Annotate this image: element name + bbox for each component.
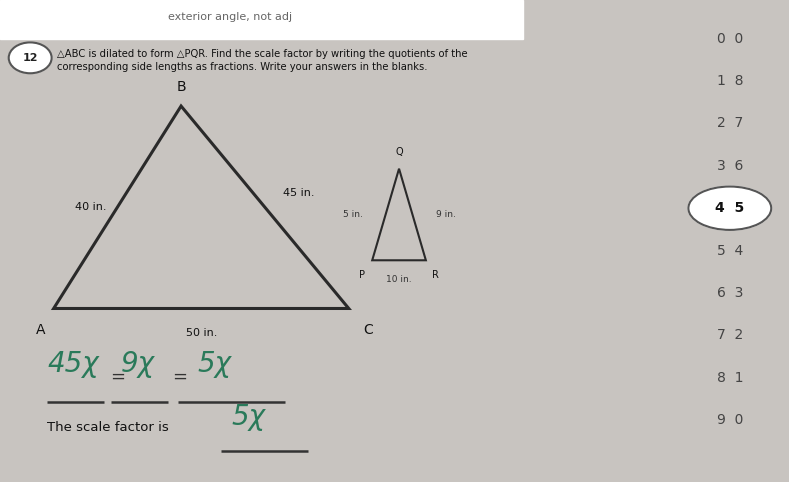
Text: 50 in.: 50 in.	[185, 328, 217, 337]
Text: 1  8: 1 8	[716, 74, 743, 88]
Text: 6  3: 6 3	[716, 286, 743, 300]
Text: 3  6: 3 6	[716, 159, 743, 173]
Text: 4  5: 4 5	[715, 201, 745, 215]
Text: 5 in.: 5 in.	[343, 210, 364, 219]
Text: 9χ: 9χ	[121, 350, 155, 378]
Circle shape	[9, 42, 51, 73]
Text: 7  2: 7 2	[716, 328, 743, 343]
Text: 0  0: 0 0	[716, 31, 743, 46]
Bar	[0, 0, 523, 39]
Text: =: =	[172, 368, 187, 386]
Text: C: C	[364, 323, 373, 337]
Text: 45χ: 45χ	[48, 350, 99, 378]
Text: B: B	[176, 80, 186, 94]
Text: =: =	[110, 368, 125, 386]
Text: 5χ: 5χ	[197, 350, 232, 378]
Ellipse shape	[688, 187, 772, 230]
Text: R: R	[432, 270, 439, 280]
Text: 8  1: 8 1	[716, 371, 743, 385]
Text: 12: 12	[22, 53, 38, 63]
Text: 5  4: 5 4	[716, 243, 743, 258]
Text: 45 in.: 45 in.	[282, 188, 314, 198]
Text: exterior angle, not adj: exterior angle, not adj	[167, 12, 292, 22]
Text: △ABC is dilated to form △PQR. Find the scale factor by writing the quotients of : △ABC is dilated to form △PQR. Find the s…	[57, 49, 468, 72]
Text: 9 in.: 9 in.	[436, 210, 456, 219]
Text: A: A	[36, 323, 45, 337]
Text: 9  0: 9 0	[716, 413, 743, 428]
Text: The scale factor is: The scale factor is	[47, 421, 169, 434]
Text: 40 in.: 40 in.	[75, 202, 107, 212]
Text: P: P	[359, 270, 365, 280]
Text: 2  7: 2 7	[716, 116, 743, 131]
Text: 10 in.: 10 in.	[387, 275, 412, 284]
Text: Q: Q	[395, 147, 403, 157]
Text: 5χ: 5χ	[231, 403, 265, 431]
